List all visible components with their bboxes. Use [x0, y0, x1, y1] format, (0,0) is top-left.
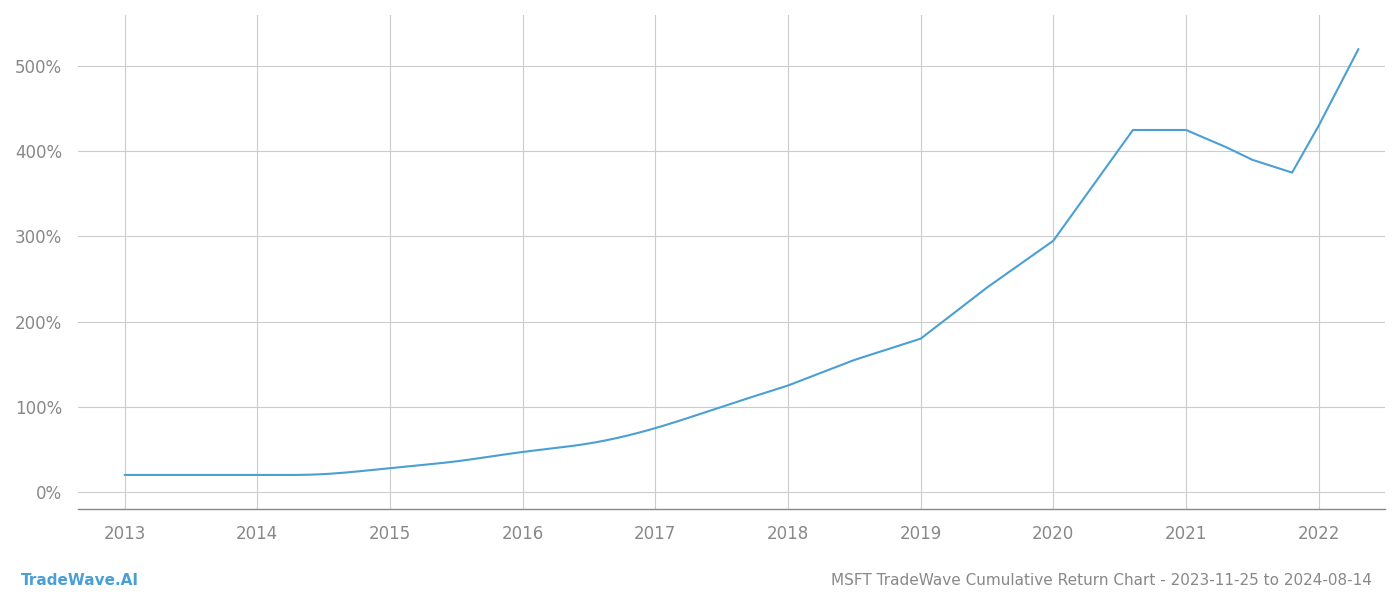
- Text: TradeWave.AI: TradeWave.AI: [21, 573, 139, 588]
- Text: MSFT TradeWave Cumulative Return Chart - 2023-11-25 to 2024-08-14: MSFT TradeWave Cumulative Return Chart -…: [832, 573, 1372, 588]
